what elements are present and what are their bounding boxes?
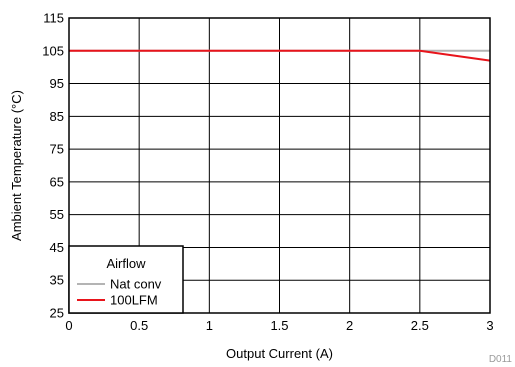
plot-frame <box>68 17 491 314</box>
x-tick-label: 2 <box>346 318 353 333</box>
y-tick-label: 115 <box>43 11 64 26</box>
legend-label: Nat conv <box>110 277 162 292</box>
y-tick-label: 105 <box>42 43 64 58</box>
y-tick-label: 45 <box>50 240 64 255</box>
legend-box <box>68 245 184 314</box>
x-tick-label: 1.5 <box>270 318 288 333</box>
y-tick-label: 55 <box>50 207 64 222</box>
y-tick-label: 75 <box>50 142 64 157</box>
y-tick-labels: 25 35 45 55 65 75 85 95 105 115 <box>42 11 64 321</box>
series-line <box>69 49 491 62</box>
x-tick-label: 0 <box>65 318 72 333</box>
y-tick-label: 65 <box>50 174 64 189</box>
x-tick-label: 0.5 <box>130 318 148 333</box>
x-tick-label: 2.5 <box>411 318 429 333</box>
y-tick-label: 85 <box>50 109 64 124</box>
legend-label: 100LFM <box>110 293 158 308</box>
x-axis-title: Output Current (A) <box>226 346 333 361</box>
series-lines <box>69 49 491 62</box>
y-tick-label: 35 <box>50 273 64 288</box>
x-tick-label: 1 <box>206 318 213 333</box>
legend-title: Airflow <box>106 256 146 271</box>
x-tick-label: 3 <box>486 318 493 333</box>
figure-code: D011 <box>489 354 513 365</box>
y-tick-label: 95 <box>50 76 64 91</box>
y-axis-title: Ambient Temperature (°C) <box>9 90 24 241</box>
y-tick-label: 25 <box>50 306 64 321</box>
x-tick-labels: 0 0.5 1 1.5 2 2.5 3 <box>65 318 493 333</box>
